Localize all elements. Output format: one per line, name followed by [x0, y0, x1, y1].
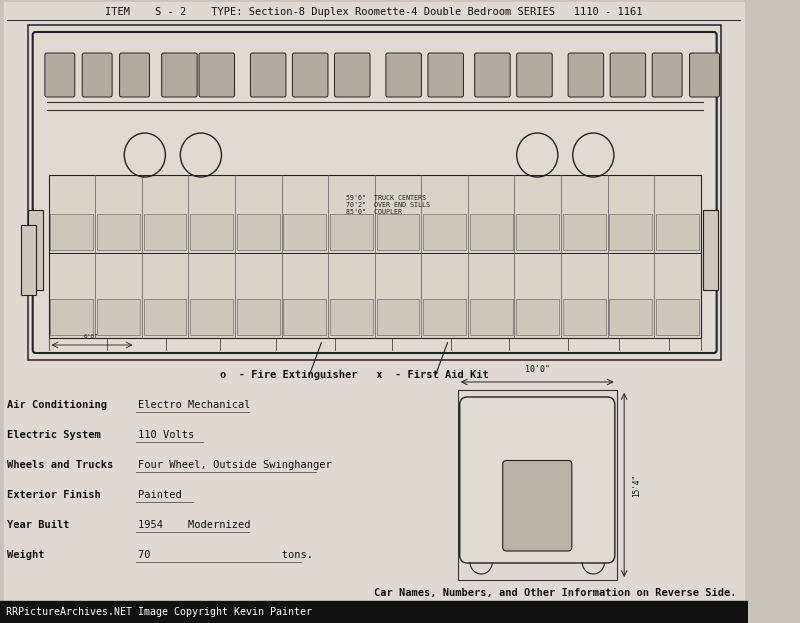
FancyBboxPatch shape [474, 53, 510, 97]
FancyBboxPatch shape [293, 53, 328, 97]
FancyBboxPatch shape [33, 32, 717, 353]
Bar [377, 299, 419, 335]
Bar [144, 299, 186, 335]
FancyBboxPatch shape [120, 53, 150, 97]
FancyBboxPatch shape [517, 53, 552, 97]
Bar [610, 214, 652, 250]
Bar [330, 214, 373, 250]
Bar [190, 214, 233, 250]
Text: 110 Volts: 110 Volts [138, 430, 194, 440]
Bar [458, 390, 617, 580]
Text: 15'4": 15'4" [632, 473, 641, 497]
FancyBboxPatch shape [199, 53, 234, 97]
Bar [470, 214, 513, 250]
FancyBboxPatch shape [610, 53, 646, 97]
Bar [97, 214, 140, 250]
Bar [702, 210, 718, 290]
Bar [28, 25, 722, 360]
FancyBboxPatch shape [250, 53, 286, 97]
Bar [190, 299, 233, 335]
Text: 1954    Modernized: 1954 Modernized [138, 520, 250, 530]
Bar [237, 214, 280, 250]
Text: Wheels and Trucks: Wheels and Trucks [7, 460, 114, 470]
FancyBboxPatch shape [690, 53, 719, 97]
Bar [283, 214, 326, 250]
Bar [144, 214, 186, 250]
Bar [377, 214, 419, 250]
Text: Painted: Painted [138, 490, 182, 500]
Bar [21, 225, 35, 295]
Bar [610, 299, 652, 335]
FancyBboxPatch shape [334, 53, 370, 97]
Text: Air Conditioning: Air Conditioning [7, 400, 107, 410]
Bar [516, 299, 559, 335]
Text: Car Names, Numbers, and Other Information on Reverse Side.: Car Names, Numbers, and Other Informatio… [374, 588, 736, 598]
Bar [237, 299, 280, 335]
FancyBboxPatch shape [568, 53, 604, 97]
FancyBboxPatch shape [460, 397, 615, 563]
Bar [563, 214, 606, 250]
Text: 6'0": 6'0" [84, 334, 99, 339]
FancyBboxPatch shape [428, 53, 463, 97]
FancyBboxPatch shape [162, 53, 197, 97]
Text: ITEM    S - 2    TYPE: Section-8 Duplex Roomette-4 Double Bedroom SERIES   1110 : ITEM S - 2 TYPE: Section-8 Duplex Roomet… [105, 7, 642, 17]
Text: 59'6"  TRUCK CENTERS
70'2"  OVER END SILLS
85'0"  COUPLER: 59'6" TRUCK CENTERS 70'2" OVER END SILLS… [346, 195, 430, 215]
Text: 70                     tons.: 70 tons. [138, 550, 314, 560]
Bar [50, 299, 94, 335]
Bar [656, 214, 699, 250]
Text: Electro Mechanical: Electro Mechanical [138, 400, 250, 410]
FancyBboxPatch shape [45, 53, 74, 97]
Text: 10'0": 10'0" [525, 365, 550, 374]
Text: Year Built: Year Built [7, 520, 70, 530]
Bar [97, 299, 140, 335]
Bar [516, 214, 559, 250]
Bar [423, 299, 466, 335]
Text: Four Wheel, Outside Swinghanger: Four Wheel, Outside Swinghanger [138, 460, 332, 470]
Text: Exterior Finish: Exterior Finish [7, 490, 102, 500]
Text: RRPictureArchives.NET Image Copyright Kevin Painter: RRPictureArchives.NET Image Copyright Ke… [6, 607, 312, 617]
FancyBboxPatch shape [502, 460, 572, 551]
Text: o  - Fire Extinguisher   x  - First Aid Kit: o - Fire Extinguisher x - First Aid Kit [219, 370, 488, 380]
Bar [470, 299, 513, 335]
Bar [50, 214, 94, 250]
Bar [423, 214, 466, 250]
Bar [0, 601, 747, 623]
Text: Electric System: Electric System [7, 430, 102, 440]
Bar [330, 299, 373, 335]
Bar [563, 299, 606, 335]
Bar [28, 210, 43, 290]
FancyBboxPatch shape [386, 53, 422, 97]
Bar [656, 299, 699, 335]
Text: Weight: Weight [7, 550, 45, 560]
Bar [283, 299, 326, 335]
FancyBboxPatch shape [82, 53, 112, 97]
Bar [49, 175, 701, 338]
FancyBboxPatch shape [652, 53, 682, 97]
